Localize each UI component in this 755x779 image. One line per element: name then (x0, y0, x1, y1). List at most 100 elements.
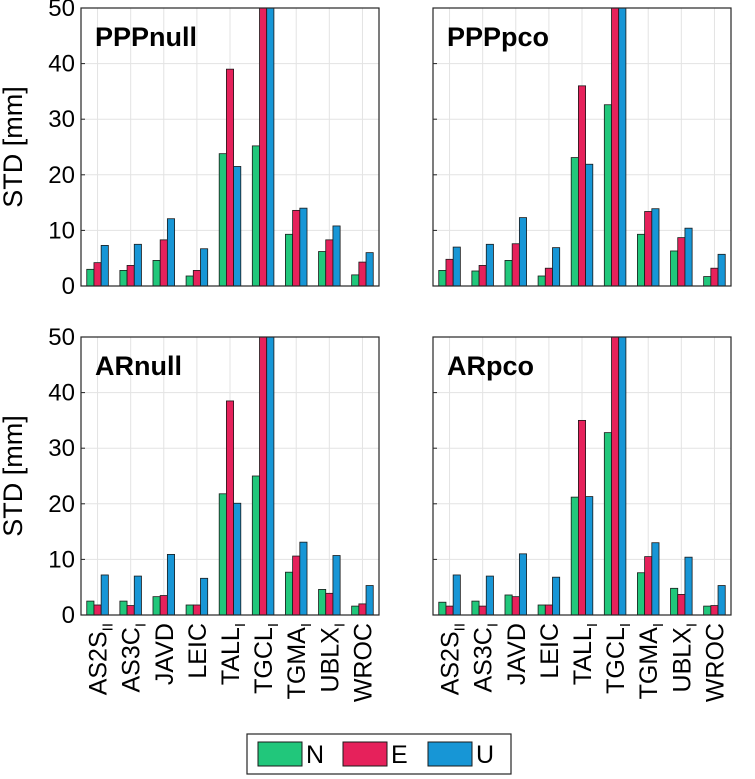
bar-u-ublx (332, 555, 341, 616)
bar-e-leic (544, 604, 553, 616)
bar-e-as3c (478, 265, 487, 287)
bar-n-tgma (285, 233, 294, 287)
category-label: UBLXI (316, 623, 348, 692)
bar-e-javd (511, 243, 520, 287)
y-tick-label: 10 (48, 217, 75, 244)
panel-title: PPPnull (95, 22, 197, 52)
bar-u-tgma (299, 207, 308, 287)
bar-n-ublx (318, 589, 327, 616)
bar-n-tgcl (251, 475, 260, 616)
bar-n-tgma (637, 572, 646, 616)
category-label: TALLI (569, 623, 601, 685)
bar-e-ublx (325, 592, 334, 616)
bar-u-as3c (133, 243, 142, 287)
category-name: LEIC (184, 623, 212, 679)
y-tick-label: 40 (48, 51, 75, 78)
bar-n-wroc (703, 276, 712, 287)
category-subscript: I (485, 623, 502, 627)
category-name: AS2S (85, 631, 113, 695)
bar-u-tgcl (266, 336, 275, 616)
bar-e-leic (544, 267, 553, 287)
bar-n-tgcl (251, 145, 260, 287)
bar-u-as2s (100, 245, 109, 287)
category-name: WROC (701, 623, 729, 702)
axes-frame (432, 336, 732, 616)
category-subscript: I (584, 623, 601, 627)
bar-u-javd (166, 218, 175, 287)
bar-u-ublx (684, 556, 693, 616)
bar-n-ublx (318, 251, 327, 287)
bar-u-tgcl (618, 7, 627, 287)
bar-e-wroc (710, 267, 719, 287)
bar-n-as2s (86, 268, 95, 287)
bar-n-as2s (438, 601, 447, 616)
bar-n-as2s (438, 270, 447, 287)
category-name: UBLX (316, 627, 344, 693)
category-name: JAVD (503, 623, 531, 685)
category-name: AS3C (118, 627, 146, 692)
bar-e-as3c (126, 605, 135, 616)
bar-e-tall (225, 68, 234, 287)
bar-u-wroc (717, 253, 726, 287)
bar-n-tgcl (603, 104, 612, 287)
category-subscript: I (617, 623, 634, 627)
category-subscript: I (232, 623, 249, 627)
bar-u-tgma (651, 542, 660, 616)
y-tick-label: 10 (48, 546, 75, 573)
category-subscript: I (650, 623, 667, 627)
bar-u-tgcl (266, 7, 275, 287)
category-name: AS3C (470, 627, 498, 692)
bar-n-leic (185, 275, 194, 287)
bar-e-tgcl (611, 7, 620, 287)
bar-n-wroc (703, 605, 712, 616)
legend-swatch-n (257, 741, 303, 767)
bar-u-tall (585, 163, 594, 287)
bar-n-as3c (119, 600, 128, 616)
y-tick-label: 20 (48, 491, 75, 518)
legend-swatch-u (427, 741, 473, 767)
bar-e-wroc (710, 605, 719, 616)
bar-u-as2s (100, 574, 109, 616)
category-subscript: I (265, 623, 282, 627)
panel-title: ARpco (447, 351, 534, 381)
bar-e-tgma (292, 209, 301, 287)
bar-n-tall (218, 493, 227, 616)
bar-e-as2s (93, 262, 102, 287)
axes-frame (80, 7, 380, 287)
category-subscript: II (452, 623, 469, 631)
bar-n-javd (504, 260, 513, 287)
category-label: TGCLI (250, 623, 282, 694)
bar-n-leic (537, 275, 546, 287)
bar-e-javd (159, 595, 168, 616)
bar-u-as3c (485, 575, 494, 616)
chart-panel-pppnull: PPPnull 0 10 20 30 40 50 STD [mm] (0, 0, 380, 300)
bar-u-javd (518, 217, 527, 287)
category-subscript: I (683, 623, 700, 627)
bar-e-as2s (445, 605, 454, 616)
bar-u-leic (200, 248, 209, 287)
panel-title: ARnull (95, 351, 182, 381)
y-axis-label: STD [mm] (0, 86, 28, 208)
bar-n-tall (218, 153, 227, 287)
bar-u-wroc (717, 585, 726, 616)
category-subscript: I (331, 623, 348, 627)
bar-e-tgcl (611, 336, 620, 616)
chart-panel-ppppco: PPPpco (432, 7, 732, 287)
bar-e-tgcl (259, 336, 268, 616)
bar-e-ublx (325, 239, 334, 287)
bar-u-tgma (299, 541, 308, 616)
bar-e-tgma (644, 211, 653, 287)
bar-n-javd (152, 260, 161, 287)
category-label: LEIC (184, 623, 212, 679)
bar-e-as3c (126, 265, 135, 287)
bar-n-as3c (119, 270, 128, 287)
y-tick-label: 30 (48, 435, 75, 462)
bar-u-leic (552, 576, 561, 616)
bar-n-javd (152, 596, 161, 616)
legend-swatch-e (342, 741, 388, 767)
bar-u-leic (200, 577, 209, 616)
